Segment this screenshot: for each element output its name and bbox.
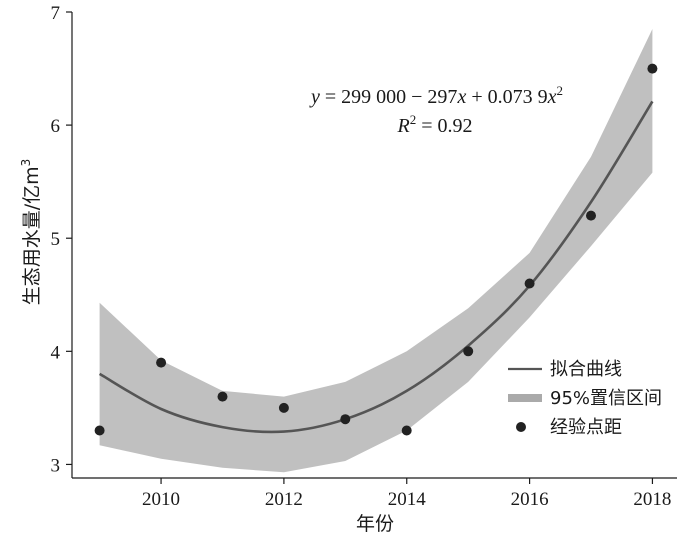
- r-sup: 2: [410, 112, 417, 127]
- data-point-2009: [94, 425, 105, 436]
- y-axis-title-sup: 3: [19, 159, 33, 167]
- data-point-2016: [524, 278, 535, 289]
- legend-label-fit: 拟合曲线: [550, 359, 622, 380]
- data-point-2013: [340, 414, 351, 425]
- data-point-2014: [401, 425, 412, 436]
- r-symbol: R: [397, 115, 410, 137]
- x-tick-label-2016: 2016: [511, 489, 549, 510]
- eq-x2: x: [547, 86, 557, 108]
- regression-equation: y = 299 000 − 297x + 0.073 9x2: [309, 83, 563, 108]
- data-point-2018: [647, 63, 658, 74]
- y-tick-label-3: 3: [51, 455, 61, 476]
- y-tick-label-5: 5: [51, 229, 61, 250]
- x-tick-label-2014: 2014: [388, 489, 427, 510]
- x-tick-label-2018: 2018: [633, 489, 671, 510]
- r-value: = 0.92: [416, 115, 472, 137]
- axes: 2010 2012 2014 2016 2018 3 4 5 6 7: [51, 3, 677, 510]
- data-point-2012: [278, 402, 289, 413]
- x-tick-label-2012: 2012: [265, 489, 303, 510]
- confidence-band: [99, 29, 653, 473]
- legend: 拟合曲线 95%置信区间 经验点距: [508, 359, 662, 438]
- y-tick-label-6: 6: [51, 116, 61, 137]
- data-point-2010: [156, 357, 167, 368]
- x-ticks: 2010 2012 2014 2016 2018: [142, 478, 671, 510]
- data-point-2015: [463, 346, 474, 357]
- data-point-2017: [586, 210, 596, 221]
- y-tick-label-4: 4: [51, 342, 61, 363]
- legend-label-points: 经验点距: [550, 417, 622, 438]
- x-axis-title: 年份: [356, 513, 394, 535]
- eq-sup: 2: [557, 83, 564, 98]
- eq-mid: + 0.073 9: [466, 86, 547, 108]
- eq-x1: x: [456, 86, 466, 108]
- data-points: [94, 63, 658, 436]
- y-ticks: 3 4 5 6 7: [51, 3, 72, 476]
- y-axis-title: 生态用水量/亿m3: [19, 159, 43, 306]
- fitted-curve: [98, 100, 654, 434]
- plot-area: [94, 29, 658, 473]
- y-tick-label-7: 7: [51, 3, 61, 24]
- data-point-2011: [217, 391, 228, 402]
- x-tick-label-2010: 2010: [142, 489, 180, 510]
- r-squared: R2 = 0.92: [397, 112, 473, 137]
- eq-body: = 299 000 − 297: [320, 86, 458, 108]
- legend-band-swatch: [508, 394, 542, 402]
- legend-point-swatch: [516, 422, 526, 432]
- y-axis-title-main: 生态用水量/亿m: [21, 166, 43, 305]
- legend-label-ci: 95%置信区间: [550, 388, 662, 409]
- eq-y: y: [309, 86, 320, 108]
